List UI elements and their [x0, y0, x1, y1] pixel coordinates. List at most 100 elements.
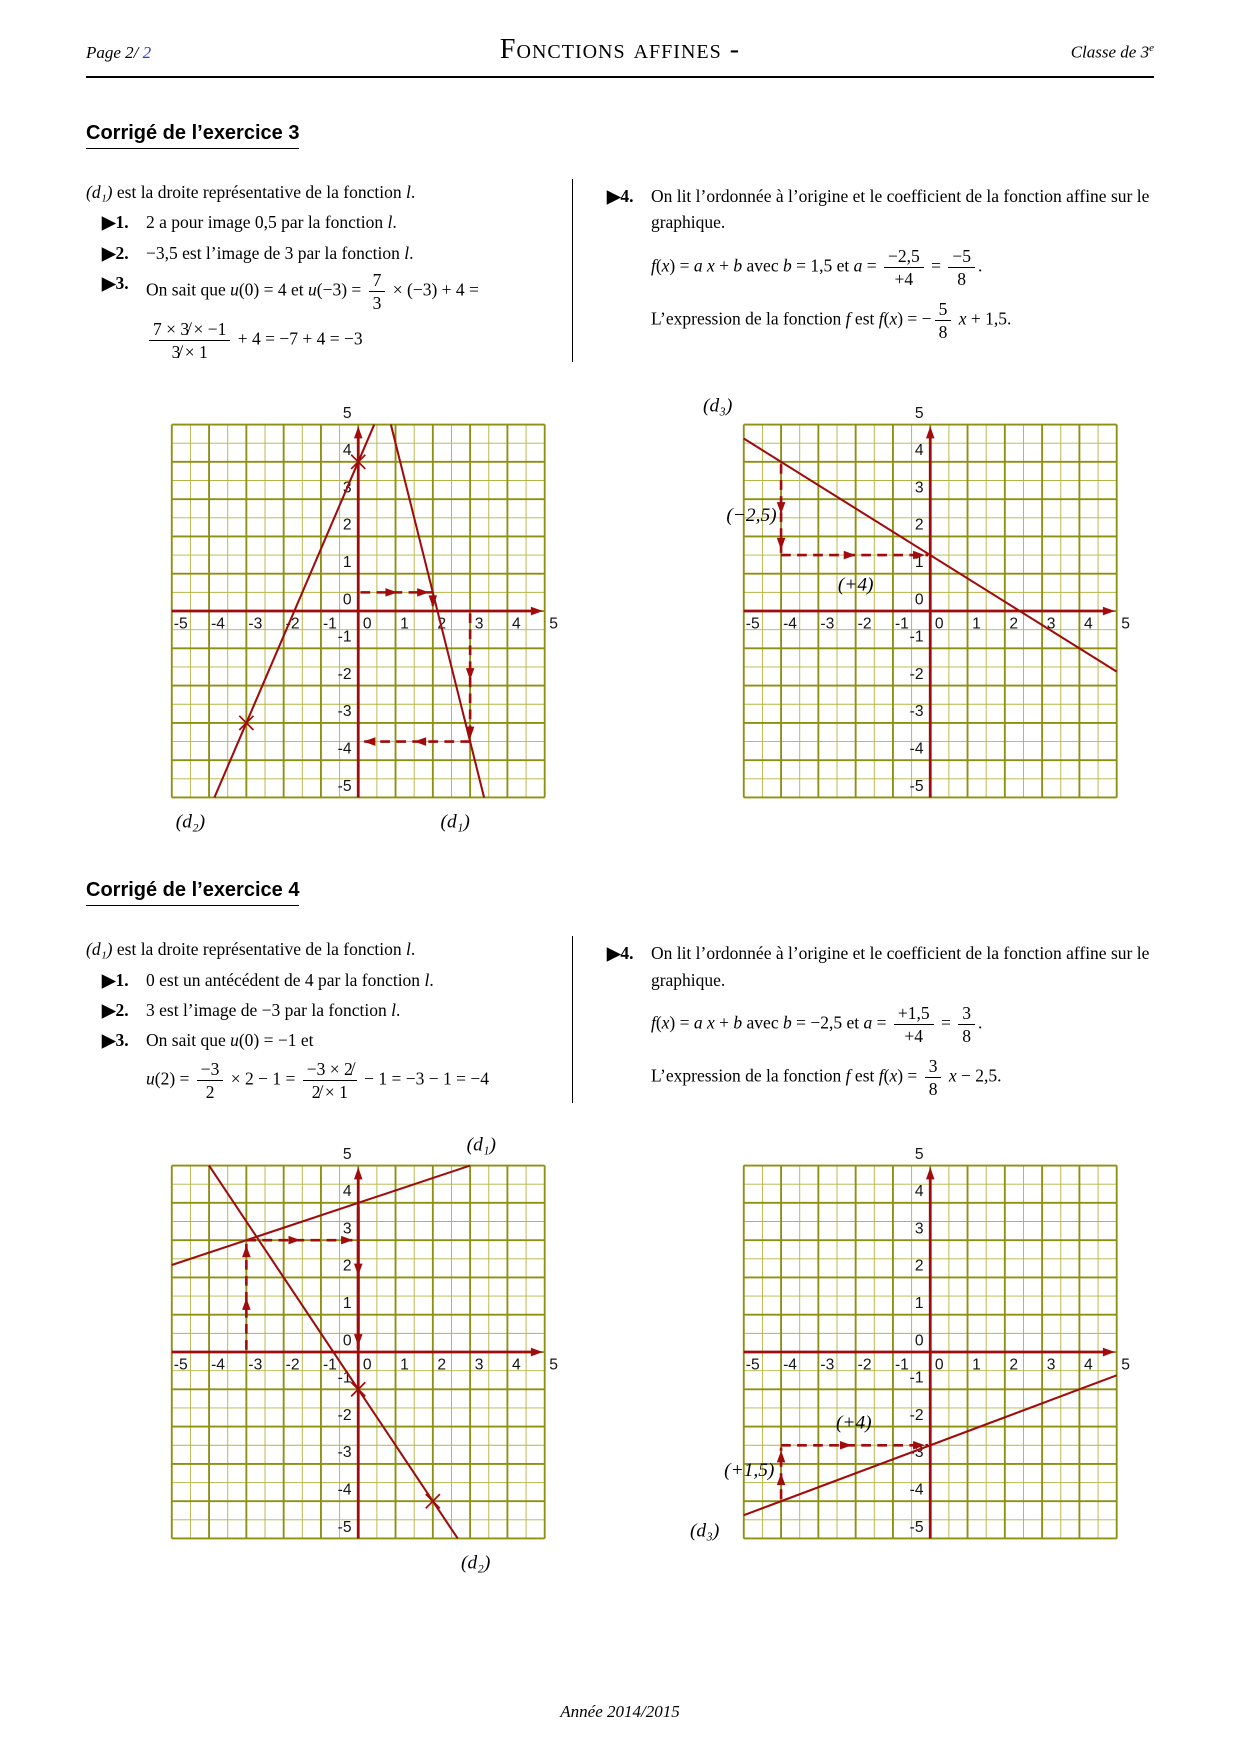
- y-tick-label: -4: [338, 741, 352, 758]
- graph-label: (d₁): [467, 1134, 496, 1155]
- y-tick-label: -5: [338, 778, 352, 795]
- x-tick-label: -5: [174, 1356, 188, 1373]
- page-indicator: Page 2/ 2: [86, 43, 500, 63]
- y-tick-label: 4: [915, 442, 924, 459]
- x-tick-label: -3: [820, 616, 834, 633]
- cross-mark: [425, 1493, 441, 1509]
- y-tick-label: 1: [343, 554, 352, 571]
- y-tick-label: -3: [338, 1444, 352, 1461]
- x-tick-label: -1: [895, 616, 909, 633]
- arrowhead: [341, 1235, 354, 1244]
- droite-(d₁): [171, 1164, 471, 1266]
- item-text: On sait que u(0) = −1 et: [146, 1030, 314, 1050]
- list-item: ▶4. On lit l’ordonnée à l’origine et le …: [591, 183, 1154, 342]
- x-tick-label: 1: [972, 1356, 981, 1373]
- exercise3-graphs: -5 -4 -3 -2 -1 0 1 2 3 4 5 -5 -4 -3 -2 -1 0 1 2 3 4 5 (d₂) (d₁)…: [86, 374, 1154, 835]
- fraction: +1,5 +4: [893, 1003, 934, 1046]
- y-tick-label: 1: [343, 1295, 352, 1312]
- item-text: 2 a pour image 0,5 par la fonction l.: [146, 212, 397, 233]
- y-tick-label: -2: [910, 1406, 924, 1423]
- y-tick-label: 5: [915, 1145, 924, 1162]
- y-tick-label: 2: [915, 1257, 924, 1274]
- graph-ex4-right: -5-4-3-2-1012345-5-4-3-2-1012345(+1,5)(+…: [690, 1145, 1130, 1541]
- arrowhead: [776, 502, 786, 515]
- x-tick-label: 1: [400, 1356, 409, 1373]
- x-tick-label: 4: [512, 616, 521, 633]
- equation-line: f(x) = a x + b avec b = −2,5 et a = +1,5…: [650, 1002, 983, 1046]
- arrowhead: [288, 1235, 301, 1244]
- x-tick-label: -4: [211, 616, 225, 633]
- x-tick-label: 4: [1084, 1356, 1093, 1373]
- item-marker: ▶4.: [606, 186, 634, 206]
- graph-label: (+1,5): [724, 1459, 774, 1480]
- exercise4-right-column: ▶4. On lit l’ordonnée à l’origine et le …: [571, 936, 1154, 1103]
- exercise4-columns: (d₁) est la droite représentative de la …: [86, 936, 1154, 1103]
- x-tick-label: 0: [363, 616, 372, 633]
- arrowhead: [353, 1166, 363, 1179]
- graph-label: (d₃): [690, 1520, 719, 1541]
- arrowhead: [414, 737, 427, 747]
- x-tick-label: 1: [972, 616, 981, 633]
- x-tick-label: 2: [437, 1356, 446, 1373]
- y-tick-label: -3: [910, 703, 924, 720]
- x-tick-label: -4: [783, 1356, 797, 1373]
- equation-line: L’expression de la fonction f est f(x) =…: [650, 298, 1012, 342]
- graph-label: (−2,5): [726, 505, 776, 526]
- y-tick-label: -1: [338, 1369, 352, 1386]
- graph-ex3-left: -5-4-3-2-1012345-5-4-3-2-1012345(d₂)(d₁): [170, 405, 558, 833]
- y-tick-label: 5: [343, 405, 352, 422]
- exercise4-intro: (d₁) est la droite représentative de la …: [86, 939, 416, 960]
- item-text: On lit l’ordonnée à l’origine et le coef…: [651, 940, 1154, 1099]
- graph-label: (d₂): [461, 1552, 490, 1573]
- list-item: ▶1. 2 a pour image 0,5 par la fonction l…: [86, 209, 560, 235]
- y-tick-label: 0: [915, 1332, 924, 1349]
- y-tick-label: 2: [343, 1257, 352, 1274]
- item-continuation: 7 × 3̸ × −1 3̸ × 1 + 4 = −7 + 4 = −3: [146, 319, 560, 362]
- y-tick-label: -4: [338, 1481, 352, 1498]
- y-tick-label: -4: [910, 741, 924, 758]
- x-tick-label: 4: [512, 1356, 521, 1373]
- droite-(d₂): [213, 424, 376, 799]
- exercise3-columns: (d₁) est la droite représentative de la …: [86, 179, 1154, 363]
- exercise4-graphs: -5 -4 -3 -2 -1 0 1 2 3 4 5 -5 -4 -3 -2 -1 0 1 2 3 4 5 (d₁) (d₂)…: [86, 1115, 1154, 1576]
- exercise3-left-column: (d₁) est la droite représentative de la …: [86, 179, 572, 362]
- arrowhead: [385, 588, 398, 597]
- y-tick-label: -1: [910, 629, 924, 646]
- y-tick-label: -5: [338, 1518, 352, 1535]
- item-marker: ▶1.: [102, 969, 129, 990]
- arrowhead: [1102, 1347, 1115, 1356]
- arrowhead: [353, 426, 363, 439]
- x-tick-label: -1: [895, 1356, 909, 1373]
- y-tick-label: 2: [915, 517, 924, 534]
- item-text: 3 est l’image de −3 par la fonction l.: [146, 999, 401, 1020]
- x-tick-label: 1: [400, 616, 409, 633]
- x-tick-label: 3: [475, 616, 484, 633]
- item-marker: ▶3.: [102, 272, 129, 293]
- arrowhead: [242, 1297, 251, 1310]
- arrowhead: [925, 426, 935, 439]
- exercise3-section: Corrigé de l’exercice 3: [86, 122, 1154, 149]
- x-tick-label: 5: [1121, 616, 1130, 633]
- y-tick-label: 1: [915, 554, 924, 571]
- y-tick-label: -2: [910, 666, 924, 683]
- cross-mark: [350, 454, 366, 470]
- arrowhead: [913, 1440, 926, 1450]
- x-tick-label: 5: [549, 616, 558, 633]
- arrowhead: [1102, 606, 1115, 616]
- item4-text: On lit l’ordonnée à l’origine et le coef…: [650, 943, 1150, 990]
- footer-year: Année 2014/2015: [560, 1702, 680, 1721]
- arrowhead: [353, 1263, 363, 1276]
- y-tick-label: 4: [343, 1183, 352, 1200]
- arrowhead: [530, 606, 543, 616]
- fraction: −2,5 +4: [883, 246, 924, 289]
- arrowhead: [776, 538, 786, 551]
- y-tick-label: 5: [343, 1145, 352, 1162]
- arrowhead: [242, 1244, 251, 1257]
- page-number-link[interactable]: 2: [142, 43, 152, 62]
- cross-mark: [238, 715, 255, 731]
- exercise3-title: Corrigé de l’exercice 3: [86, 122, 300, 149]
